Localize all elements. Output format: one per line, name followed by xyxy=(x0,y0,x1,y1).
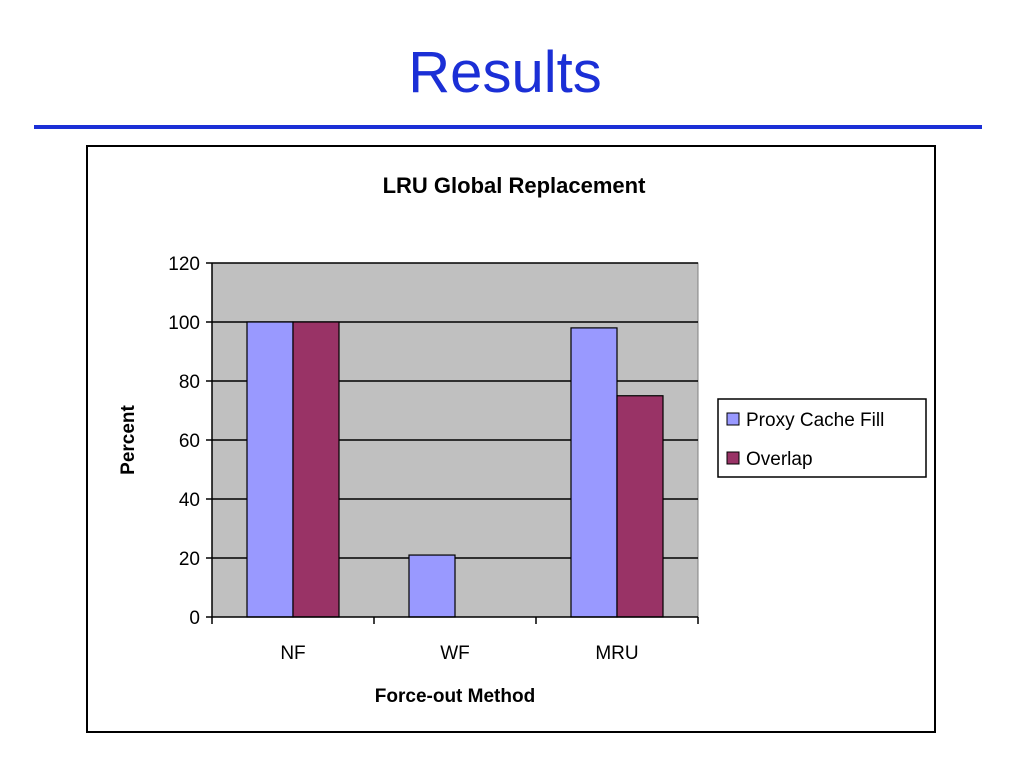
bar-mru-series-2 xyxy=(616,395,664,618)
bar-nf-series-2 xyxy=(292,321,340,618)
legend-label-1: Proxy Cache Fill xyxy=(746,410,884,431)
y-tick-label: 60 xyxy=(179,431,200,452)
bar-mru-series-1 xyxy=(570,327,618,618)
legend-swatch-1 xyxy=(726,412,740,426)
bar-nf-series-1 xyxy=(246,321,294,618)
bars xyxy=(246,321,664,618)
y-tick-label: 0 xyxy=(189,608,200,629)
legend: Proxy Cache Fill Overlap xyxy=(717,398,927,478)
legend-box xyxy=(717,398,927,478)
x-tick-label-wf: WF xyxy=(440,643,470,664)
legend-label-2: Overlap xyxy=(746,449,813,470)
y-tick-label: 80 xyxy=(179,372,200,393)
slide-title: Results xyxy=(408,40,602,105)
y-tick-label: 20 xyxy=(179,549,200,570)
legend-swatch-2 xyxy=(726,451,740,465)
chart-title: LRU Global Replacement xyxy=(383,173,647,198)
x-tick-label-mru: MRU xyxy=(595,643,638,664)
bar-wf-series-1 xyxy=(408,554,456,618)
y-axis-title: Percent xyxy=(118,404,139,474)
x-tick-label-nf: NF xyxy=(280,643,305,664)
chart-frame: LRU Global Replacement 0 20 40 60 80 100 120 N… xyxy=(86,145,936,733)
axes xyxy=(206,262,699,624)
y-tick-label: 100 xyxy=(168,313,200,334)
y-tick-label: 40 xyxy=(179,490,200,511)
bar-chart: LRU Global Replacement 0 20 40 60 80 100 120 N… xyxy=(118,173,927,707)
x-axis-title: Force-out Method xyxy=(375,686,535,707)
y-tick-label: 120 xyxy=(168,254,200,275)
x-tick-labels: NF WF MRU xyxy=(280,643,638,664)
title-divider xyxy=(34,125,982,129)
y-tick-labels: 0 20 40 60 80 100 120 xyxy=(168,254,200,629)
